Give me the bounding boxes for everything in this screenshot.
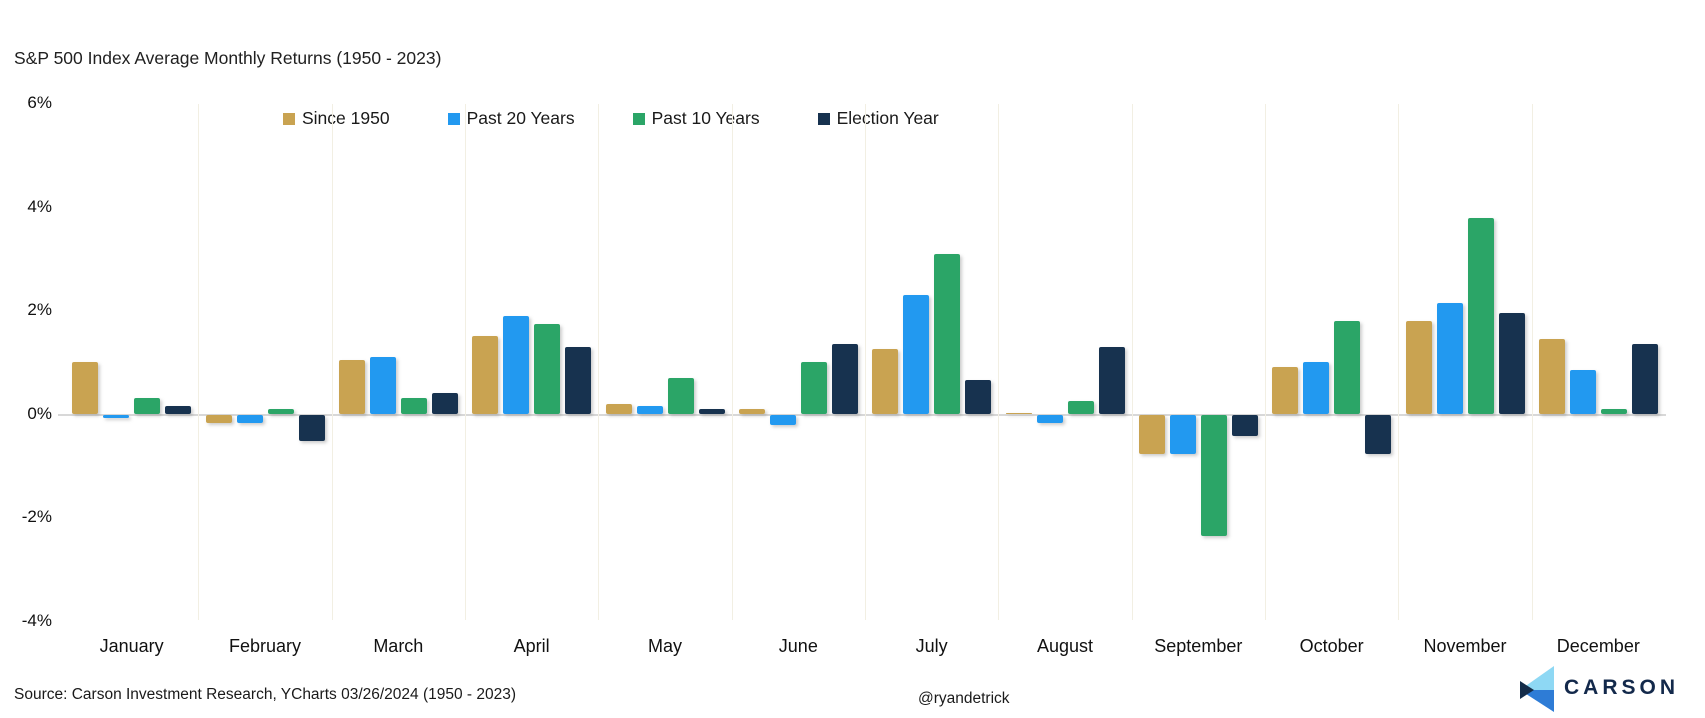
author-handle: @ryandetrick bbox=[918, 690, 1010, 707]
carson-logo-icon bbox=[1520, 666, 1554, 712]
legend-label: Past 20 Years bbox=[466, 108, 575, 128]
month-separator-line bbox=[1265, 104, 1266, 620]
y-axis-tick: 0% bbox=[27, 404, 52, 423]
month-separator-line bbox=[865, 104, 866, 620]
bar-december-past-10-years bbox=[1600, 408, 1627, 414]
bar-september-election-year bbox=[1231, 415, 1258, 436]
month-label-november: November bbox=[1423, 636, 1507, 656]
zero-gridline bbox=[58, 414, 1666, 416]
bar-april-past-10-years bbox=[534, 323, 561, 414]
bar-november-past-20-years bbox=[1436, 302, 1463, 414]
bar-july-past-10-years bbox=[934, 253, 961, 414]
bar-march-past-10-years bbox=[400, 398, 427, 414]
bar-october-since-1950 bbox=[1272, 367, 1299, 414]
legend-item-since-1950: Since 1950 bbox=[283, 108, 390, 129]
y-axis-tick: 6% bbox=[27, 93, 52, 112]
legend-swatch-past-10-years bbox=[632, 112, 645, 125]
bar-january-past-20-years bbox=[103, 415, 130, 418]
bar-april-since-1950 bbox=[472, 336, 499, 414]
month-label-july: July bbox=[915, 636, 948, 656]
legend-swatch-since-1950 bbox=[283, 112, 295, 125]
bar-october-past-20-years bbox=[1303, 362, 1330, 414]
month-separator-line bbox=[465, 104, 466, 620]
month-label-august: August bbox=[1036, 636, 1094, 656]
chart-title: S&P 500 Index Average Monthly Returns (1… bbox=[14, 48, 442, 68]
legend-label: Since 1950 bbox=[302, 108, 390, 128]
y-axis-tick: -4% bbox=[21, 611, 52, 630]
bar-may-past-20-years bbox=[636, 406, 663, 414]
bar-february-past-10-years bbox=[267, 408, 294, 414]
month-label-september: September bbox=[1154, 636, 1243, 656]
legend-label: Election Year bbox=[836, 108, 939, 128]
month-label-may: May bbox=[647, 636, 682, 656]
month-separator-line bbox=[998, 104, 1000, 620]
bar-february-past-20-years bbox=[236, 415, 263, 423]
carson-logo: CARSON bbox=[1518, 666, 1675, 712]
month-label-december: December bbox=[1556, 636, 1640, 656]
bar-january-past-10-years bbox=[134, 398, 161, 414]
bar-february-since-1950 bbox=[205, 415, 232, 423]
bar-june-election-year bbox=[831, 344, 858, 414]
legend-item-election-year: Election Year bbox=[817, 108, 939, 129]
bar-july-election-year bbox=[965, 380, 992, 414]
bar-april-election-year bbox=[565, 346, 592, 414]
month-label-october: October bbox=[1299, 636, 1364, 656]
month-label-january: January bbox=[99, 636, 164, 656]
bar-march-since-1950 bbox=[338, 359, 365, 414]
month-separator-line bbox=[331, 104, 333, 620]
bar-march-past-20-years bbox=[369, 357, 396, 414]
bar-september-past-10-years bbox=[1200, 415, 1227, 537]
bar-may-past-10-years bbox=[667, 377, 694, 414]
bar-november-since-1950 bbox=[1405, 320, 1432, 414]
month-label-april: April bbox=[513, 636, 550, 656]
bar-october-past-10-years bbox=[1334, 320, 1361, 414]
month-label-june: June bbox=[778, 636, 818, 656]
bar-september-past-20-years bbox=[1169, 415, 1196, 454]
bar-october-election-year bbox=[1365, 415, 1392, 454]
bar-july-since-1950 bbox=[872, 349, 899, 414]
bar-february-election-year bbox=[298, 415, 325, 441]
bar-august-election-year bbox=[1098, 346, 1125, 414]
bar-april-past-20-years bbox=[503, 315, 530, 414]
bar-january-election-year bbox=[165, 406, 192, 414]
y-axis-tick: 4% bbox=[27, 197, 52, 216]
bar-november-past-10-years bbox=[1467, 217, 1494, 414]
bar-january-since-1950 bbox=[72, 362, 99, 414]
bar-august-since-1950 bbox=[1005, 412, 1032, 414]
y-axis-tick: 2% bbox=[27, 300, 52, 319]
legend-swatch-election-year bbox=[817, 112, 830, 125]
month-separator-line bbox=[1398, 104, 1400, 620]
bar-november-election-year bbox=[1498, 313, 1525, 414]
y-axis-tick: -2% bbox=[21, 507, 52, 526]
month-separator-line bbox=[598, 104, 600, 620]
bar-august-past-20-years bbox=[1036, 415, 1063, 423]
bar-december-past-20-years bbox=[1569, 370, 1596, 414]
bar-august-past-10-years bbox=[1067, 401, 1094, 414]
bar-december-election-year bbox=[1631, 344, 1658, 414]
bar-september-since-1950 bbox=[1138, 415, 1165, 454]
legend-swatch-past-20-years bbox=[447, 112, 460, 125]
bar-june-past-20-years bbox=[769, 415, 796, 426]
month-label-march: March bbox=[373, 636, 424, 656]
bar-june-since-1950 bbox=[738, 408, 765, 414]
month-separator-line bbox=[1531, 104, 1533, 620]
carson-logo-text: CARSON bbox=[1564, 676, 1680, 699]
month-label-february: February bbox=[228, 636, 301, 656]
bar-may-election-year bbox=[698, 408, 725, 414]
month-separator-line bbox=[198, 104, 200, 620]
source-note: Source: Carson Investment Research, YCha… bbox=[14, 686, 517, 703]
legend-item-past-20-years: Past 20 Years bbox=[447, 108, 575, 129]
bar-june-past-10-years bbox=[800, 362, 827, 414]
bar-march-election-year bbox=[431, 393, 458, 414]
month-separator-line bbox=[731, 104, 733, 620]
bar-december-since-1950 bbox=[1538, 339, 1565, 414]
bar-may-since-1950 bbox=[605, 403, 632, 414]
bar-july-past-20-years bbox=[903, 295, 930, 414]
month-separator-line bbox=[1131, 104, 1133, 620]
